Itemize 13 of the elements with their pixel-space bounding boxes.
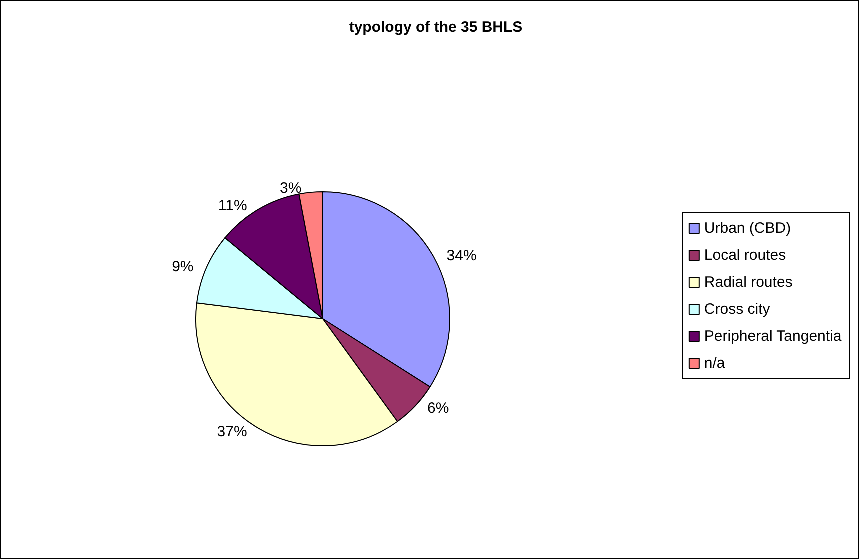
- chart-title: typology of the 35 BHLS: [349, 19, 523, 36]
- legend-label: Local routes: [704, 247, 786, 264]
- data-label: 37%: [217, 423, 248, 440]
- legend-label: Cross city: [704, 301, 771, 318]
- legend-label: n/a: [704, 355, 726, 372]
- data-label: 9%: [172, 258, 194, 276]
- data-label: 34%: [446, 247, 477, 264]
- data-label: 6%: [427, 400, 450, 418]
- legend-label: Peripheral Tangentia: [704, 328, 842, 345]
- legend-label: Urban (CBD): [704, 220, 792, 237]
- legend-label: Radial routes: [704, 274, 793, 291]
- data-label: 3%: [280, 180, 302, 198]
- data-label: 11%: [218, 198, 248, 215]
